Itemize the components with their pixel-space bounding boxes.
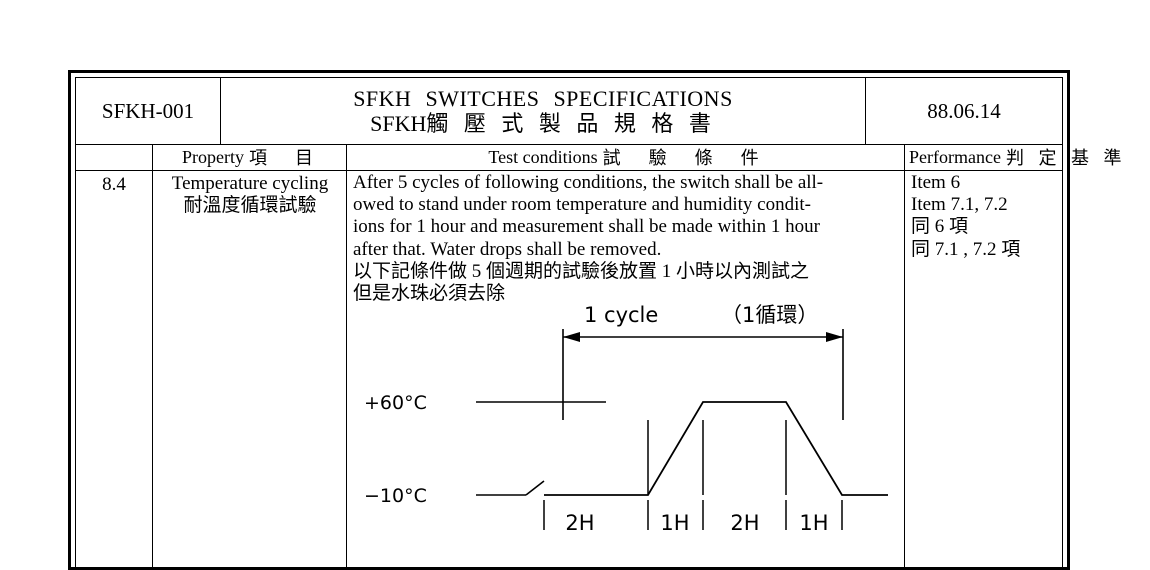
lower-temperature-gridline [476, 480, 545, 496]
item-number: 8.4 [102, 174, 126, 195]
column-header-row: Property 項 目 Test conditions 試 驗 條 件 Perfo… [76, 144, 1121, 170]
property-chinese: 耐溫度循環試驗 [183, 194, 317, 216]
cell-item-number: 8.4 [76, 170, 152, 567]
specification-row: 8.4 Temperature cycling 耐溫度循環試驗 After 5 … [76, 170, 1062, 567]
document-title-english: SFKH SWITCHES SPECIFICATIONS [353, 86, 733, 111]
divider [865, 78, 866, 144]
divider [346, 144, 347, 170]
column-header-performance-cjk: 判 定 基 準 [1005, 148, 1127, 168]
segment-dimension-lines [543, 500, 843, 530]
property-english: Temperature cycling [171, 173, 329, 194]
segment-duration-2: 1H [660, 511, 689, 530]
divider [152, 170, 153, 567]
performance-text: Item 6 Item 7.1, 7.2 同 6 項 同 7.1 , 7.2 項 [911, 172, 1060, 261]
conditions-line: After 5 cycles of following conditions, … [353, 172, 824, 193]
property-text: Temperature cycling 耐溫度循環試驗 [154, 173, 346, 217]
column-header-conditions-en: Test conditions [488, 146, 598, 167]
performance-line: Item 7.1, 7.2 [911, 194, 1008, 216]
performance-line: 同 7.1 , 7.2 項 [911, 238, 1021, 260]
divider [220, 78, 221, 144]
cycle-dimension [562, 329, 844, 420]
divider [904, 170, 905, 567]
segment-duration-4: 1H [799, 511, 828, 530]
column-header-performance-en: Performance [909, 146, 1001, 167]
column-header-property: Property 項 目 [154, 144, 346, 170]
document-date: 88.06.14 [927, 98, 1001, 123]
title-cjk-text: 觸 壓 式 製 品 規 格 書 [426, 111, 716, 136]
specification-sheet: SFKH-001 SFKH SWITCHES SPECIFICATIONS SFKH… [68, 70, 1121, 570]
title-word-switches: SWITCHES [425, 85, 540, 111]
cell-test-conditions: After 5 cycles of following conditions, … [348, 170, 904, 567]
cell-performance: Item 6 Item 7.1, 7.2 同 6 項 同 7.1 , 7.2 項 [906, 170, 1062, 567]
segment-duration-3: 2H [730, 511, 759, 530]
divider [152, 144, 153, 170]
axis-label-lower-temp: −10°C [364, 485, 427, 507]
test-conditions-text: After 5 cycles of following conditions, … [353, 172, 902, 305]
divider [76, 144, 1062, 145]
performance-line: Item 6 [911, 172, 961, 193]
segment-ticks [647, 420, 787, 495]
cycle-label-english: 1 cycle [584, 303, 658, 327]
conditions-line: ions for 1 hour and measurement shall be… [353, 216, 820, 238]
column-header-property-cjk: 項 目 [249, 148, 318, 168]
divider [76, 170, 1062, 171]
temperature-waveform [544, 401, 888, 496]
column-header-conditions-cjk: 試 驗 條 件 [602, 148, 764, 168]
document-code: SFKH-001 [101, 98, 195, 123]
column-header-conditions: Test conditions 試 驗 條 件 [348, 144, 904, 170]
conditions-line-cjk: 以下記條件做 5 個週期的試驗後放置 1 小時以內測試之 [353, 260, 810, 282]
document-title: SFKH SWITCHES SPECIFICATIONS SFKH觸 壓 式 製 品… [222, 78, 864, 144]
conditions-line: owed to stand under room temperature and… [353, 194, 811, 216]
title-cjk-prefix: SFKH [370, 111, 427, 136]
segment-duration-1: 2H [565, 511, 594, 530]
column-header-no [76, 144, 152, 170]
document-title-chinese: SFKH觸 壓 式 製 品 規 格 書 [370, 111, 716, 136]
temperature-cycle-diagram: +60°C −10°C 1 cycle （1循環） 2H 1H 2H 1H [348, 170, 904, 567]
title-word-sfkh: SFKH [353, 85, 412, 111]
column-header-performance: Performance 判 定 基 準 [906, 144, 1121, 170]
title-band: SFKH-001 SFKH SWITCHES SPECIFICATIONS SFKH… [76, 78, 1062, 144]
conditions-line-cjk: 但是水珠必須去除 [353, 283, 506, 305]
title-word-specifications: SPECIFICATIONS [553, 85, 733, 111]
temperature-cycle-chart: +60°C −10°C 1 cycle （1循環） 2H 1H 2H 1H [364, 303, 888, 530]
specification-inner-frame: SFKH-001 SFKH SWITCHES SPECIFICATIONS SFKH… [75, 77, 1121, 567]
conditions-line: after that. Water drops shall be removed… [353, 238, 662, 260]
cycle-label-chinese: （1循環） [721, 303, 818, 327]
divider [904, 144, 905, 170]
axis-label-upper-temp: +60°C [364, 392, 427, 414]
performance-line: 同 6 項 [911, 216, 969, 238]
cell-property: Temperature cycling 耐溫度循環試驗 [154, 170, 346, 567]
divider [346, 170, 347, 567]
column-header-property-en: Property [182, 146, 244, 167]
